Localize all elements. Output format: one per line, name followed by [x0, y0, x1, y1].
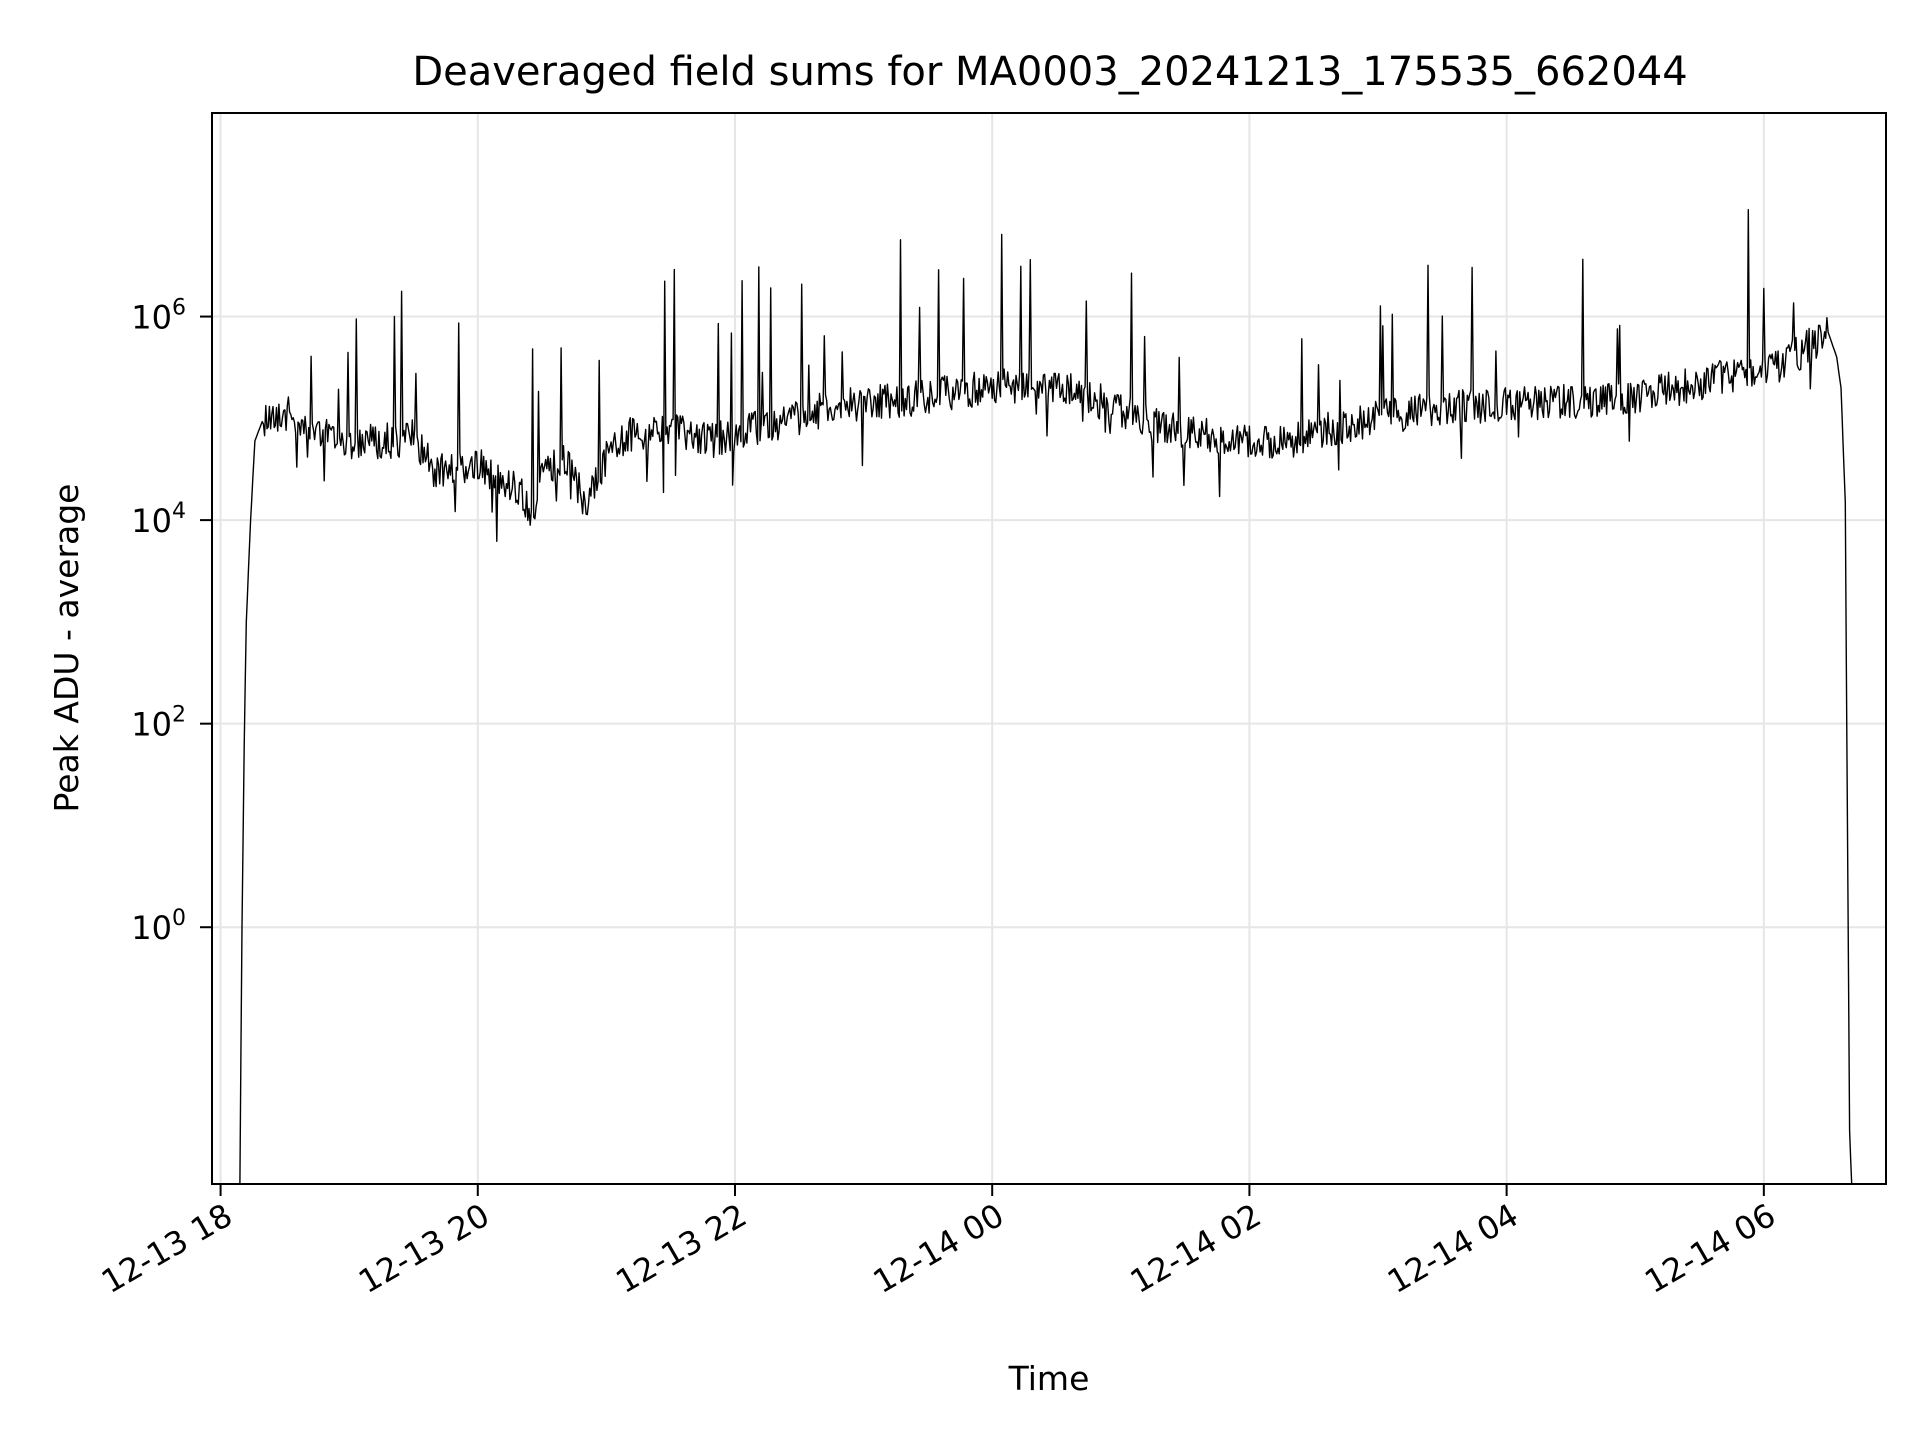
x-axis-label: Time: [1008, 1359, 1090, 1398]
y-axis: 100 102 104 106: [131, 296, 212, 947]
y-tick-label: 104: [131, 499, 186, 540]
y-tick-label: 102: [131, 703, 186, 744]
y-tick-label: 100: [131, 906, 186, 947]
y-tick-label: 106: [131, 296, 186, 337]
grid: [212, 113, 1886, 1184]
chart-title: Deaveraged field sums for MA0003_2024121…: [412, 49, 1687, 95]
series-layer: [239, 208, 1853, 1184]
series-line: [239, 208, 1853, 1184]
plot-frame: [211, 112, 1887, 1185]
y-axis-label: Peak ADU - average: [47, 484, 86, 813]
